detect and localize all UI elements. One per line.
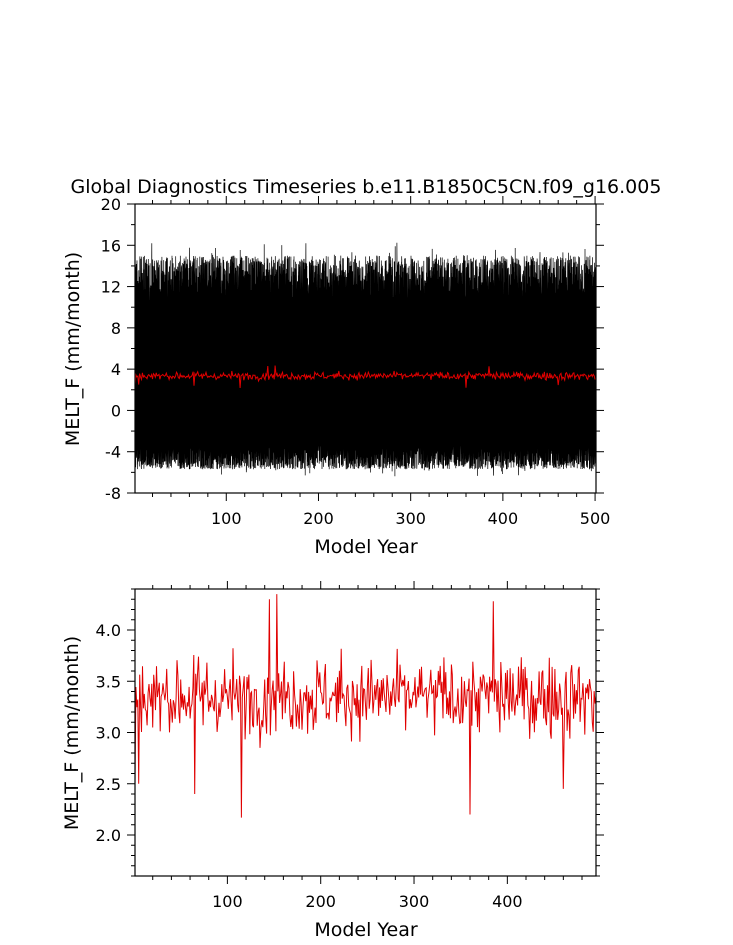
top-chart-ytick-label: -8 xyxy=(105,484,121,503)
top-chart-ytick-label: 8 xyxy=(111,319,121,338)
top-chart-annual-line xyxy=(134,365,596,389)
bottom-chart: 100 200 300 400 2.0 2.5 3.0 3.5 4.0 Model Year M… xyxy=(61,581,604,941)
top-chart-axes: 100 200 300 400 500 -8 -4 0 4 8 12 16 20 xyxy=(101,195,611,528)
bottom-chart-axes: 100 200 300 400 2.0 2.5 3.0 3.5 4.0 xyxy=(96,581,604,911)
bottom-chart-ylabel: MELT_F (mm/month) xyxy=(61,636,83,830)
top-chart: Global Diagnostics Timeseries b.e11.B185… xyxy=(62,176,661,558)
top-chart-ylabel: MELT_F (mm/month) xyxy=(62,252,84,446)
top-chart-ytick-label: 4 xyxy=(111,360,121,379)
top-chart-xtick-label: 100 xyxy=(211,509,242,528)
bottom-chart-ytick-label: 2.0 xyxy=(96,826,121,845)
top-chart-ytick-label: -4 xyxy=(105,443,121,462)
top-chart-ytick-label: 20 xyxy=(101,195,121,214)
bottom-chart-xtick-label: 200 xyxy=(305,892,336,911)
top-chart-xtick-label: 500 xyxy=(580,509,611,528)
top-chart-title: Global Diagnostics Timeseries b.e11.B185… xyxy=(71,176,662,198)
bottom-chart-annual-line xyxy=(134,594,597,818)
top-chart-monthly-line xyxy=(134,242,597,477)
bottom-chart-xlabel: Model Year xyxy=(314,919,418,941)
top-chart-xtick-label: 200 xyxy=(303,509,334,528)
top-chart-ytick-label: 12 xyxy=(101,278,121,297)
top-chart-ytick-label: 16 xyxy=(101,236,121,255)
bottom-chart-data xyxy=(134,594,597,818)
bottom-chart-ytick-label: 2.5 xyxy=(96,775,121,794)
bottom-chart-xtick-label: 300 xyxy=(399,892,430,911)
bottom-chart-frame xyxy=(134,588,597,877)
top-chart-xtick-label: 400 xyxy=(488,509,519,528)
top-chart-xtick-label: 300 xyxy=(395,509,426,528)
bottom-chart-xtick-label: 400 xyxy=(492,892,523,911)
bottom-chart-ytick-label: 4.0 xyxy=(96,621,121,640)
top-chart-xlabel: Model Year xyxy=(314,536,418,558)
top-chart-data xyxy=(134,242,597,477)
bottom-chart-ytick-label: 3.0 xyxy=(96,724,121,743)
top-chart-ytick-label: 0 xyxy=(111,401,121,420)
bottom-chart-xtick-label: 100 xyxy=(212,892,243,911)
bottom-chart-ytick-label: 3.5 xyxy=(96,672,121,691)
